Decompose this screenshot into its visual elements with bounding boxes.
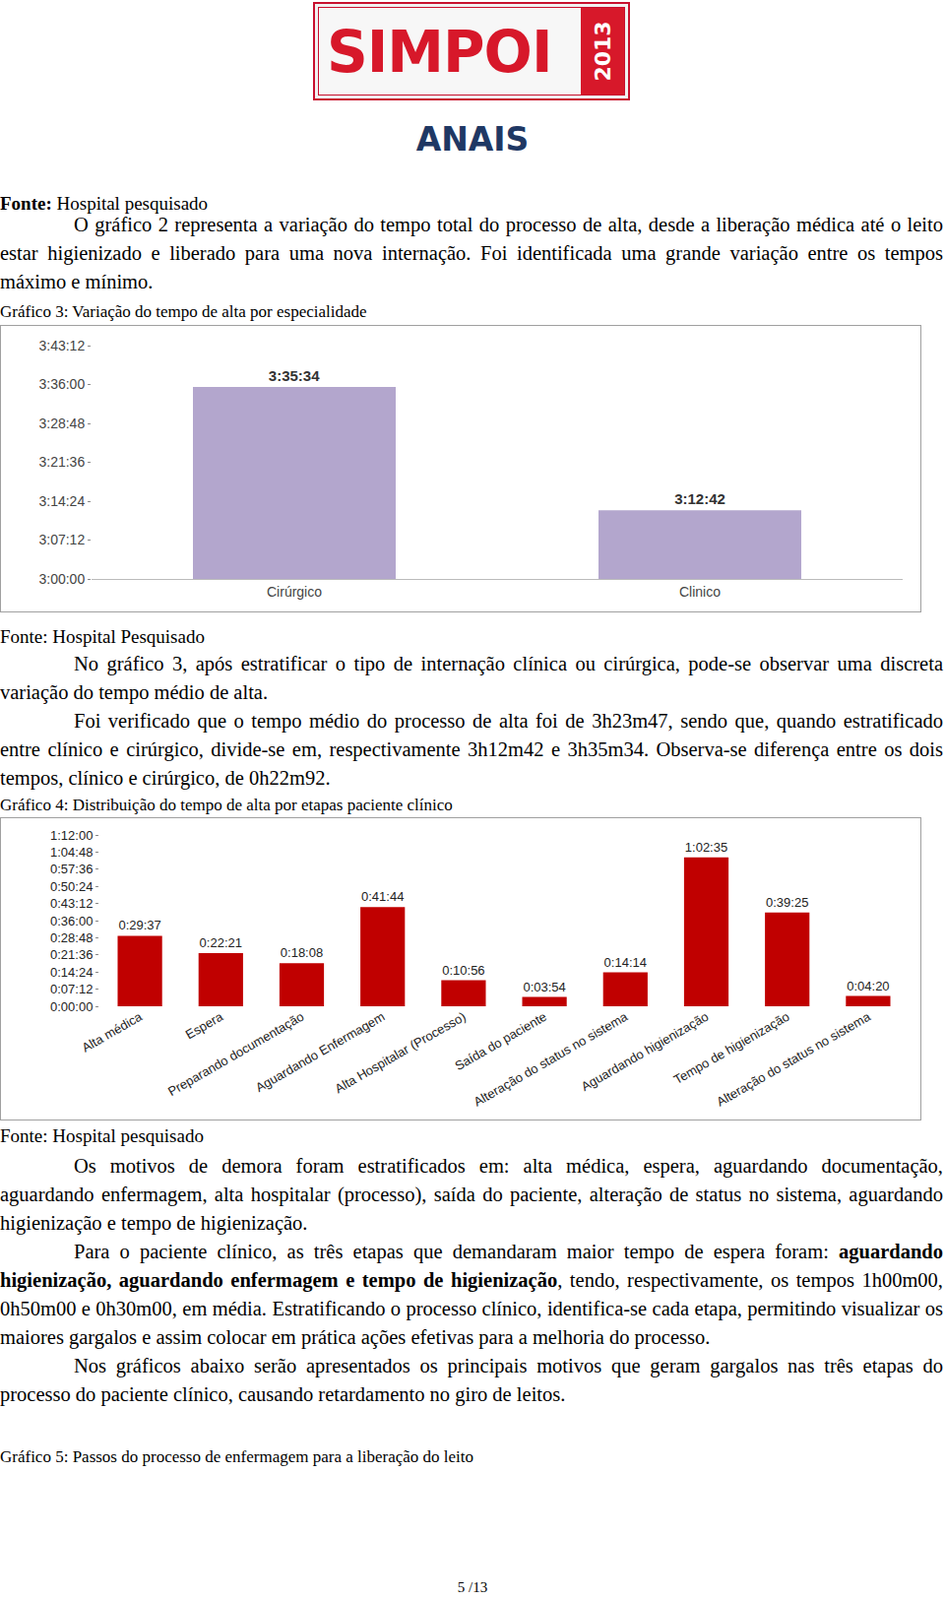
svg-text:1:02:35: 1:02:35 (685, 839, 728, 855)
svg-text:Saída do paciente: Saída do paciente (452, 1008, 550, 1073)
svg-text:0:04:20: 0:04:20 (846, 978, 889, 994)
svg-text:0:14:14: 0:14:14 (604, 954, 647, 970)
svg-text:3:36:00: 3:36:00 (38, 376, 85, 392)
html-text:Os motivos de demora foram est: Os motivos de demora foram estratificado… (0, 1154, 944, 1234)
svg-text:3:21:36: 3:21:36 (38, 453, 85, 470)
svg-text:3:12:42: 3:12:42 (674, 490, 726, 507)
svg-text:Clinico: Clinico (679, 583, 721, 600)
svg-text:Espera: Espera (183, 1008, 227, 1042)
svg-text:Cirúrgico: Cirúrgico (266, 583, 322, 600)
html-text:Fonte: Hospital pesquisado: Fonte: Hospital pesquisado (0, 1125, 204, 1146)
html-text:Fonte: Hospital pesquisado: Fonte: Hospital pesquisado (0, 192, 208, 214)
svg-text:3:28:48: 3:28:48 (38, 415, 85, 432)
html-text:Para o paciente clínico, as tr: Para o paciente clínico, as três etapas … (0, 1240, 944, 1348)
svg-text:Aguardando Enfermagem: Aguardando Enfermagem (252, 1008, 387, 1095)
svg-text:0:36:00: 0:36:00 (50, 913, 93, 929)
html-text:2013: 2013 (590, 21, 615, 82)
html-text:Nos gráficos abaixo serão apre: Nos gráficos abaixo serão apresentados o… (0, 1354, 944, 1405)
svg-text:0:14:24: 0:14:24 (50, 964, 93, 980)
svg-text:Alteração do status no sistema: Alteração do status no sistema (471, 1008, 631, 1109)
svg-text:0:22:21: 0:22:21 (199, 935, 243, 950)
svg-text:0:39:25: 0:39:25 (765, 894, 809, 910)
svg-text:0:03:54: 0:03:54 (522, 979, 566, 995)
svg-text:0:18:08: 0:18:08 (280, 945, 323, 960)
html-text:Gráfico 5: Passos do processo: Gráfico 5: Passos do processo de enferma… (0, 1447, 474, 1466)
svg-text:Alta Hospitalar (Processo): Alta Hospitalar (Processo) (331, 1008, 468, 1096)
svg-text:0:29:37: 0:29:37 (118, 917, 161, 933)
html-text:No gráfico 3, após estratifica: No gráfico 3, após estratificar o tipo d… (0, 652, 944, 703)
svg-text:1:12:00: 1:12:00 (50, 827, 93, 843)
html-text:Foi verificado que o tempo méd: Foi verificado que o tempo médio do proc… (0, 709, 944, 789)
html-text:ANAIS: ANAIS (415, 120, 530, 159)
html-text:5 /13: 5 /13 (457, 1578, 488, 1595)
svg-text:0:00:00: 0:00:00 (50, 999, 93, 1014)
html-text:Fonte: Hospital Pesquisado: Fonte: Hospital Pesquisado (0, 626, 205, 647)
svg-text:Tempo de higienização: Tempo de higienização (671, 1008, 793, 1087)
svg-text:0:41:44: 0:41:44 (361, 888, 404, 904)
svg-text:0:43:12: 0:43:12 (50, 895, 93, 911)
svg-text:Alteração do status no sistema: Alteração do status no sistema (713, 1008, 874, 1109)
svg-text:0:28:48: 0:28:48 (50, 930, 93, 945)
svg-text:Alta médica: Alta médica (79, 1008, 146, 1055)
html-text:Gráfico 3: Variação do tempo d: Gráfico 3: Variação do tempo de alta por… (0, 302, 367, 321)
svg-text:0:10:56: 0:10:56 (441, 962, 485, 978)
html-text:Gráfico 4: Distribuição do tem: Gráfico 4: Distribuição do tempo de alta… (0, 795, 453, 815)
svg-text:3:35:34: 3:35:34 (268, 367, 320, 384)
svg-text:0:57:36: 0:57:36 (50, 861, 93, 877)
html-text:O gráfico 2 representa a varia: O gráfico 2 representa a variação do tem… (0, 213, 944, 293)
svg-text:1:04:48: 1:04:48 (50, 844, 93, 860)
html-text:SIMPOI: SIMPOI (326, 18, 552, 86)
svg-text:0:21:36: 0:21:36 (50, 946, 93, 962)
svg-text:Preparando documentação: Preparando documentação (165, 1008, 307, 1099)
svg-text:Aguardando higienização: Aguardando higienização (578, 1008, 712, 1094)
svg-text:3:00:00: 3:00:00 (38, 570, 85, 587)
svg-text:0:50:24: 0:50:24 (50, 879, 93, 894)
svg-text:3:43:12: 3:43:12 (38, 337, 85, 354)
svg-text:3:07:12: 3:07:12 (38, 531, 85, 548)
svg-text:0:07:12: 0:07:12 (50, 981, 93, 997)
svg-text:3:14:24: 3:14:24 (38, 493, 85, 509)
